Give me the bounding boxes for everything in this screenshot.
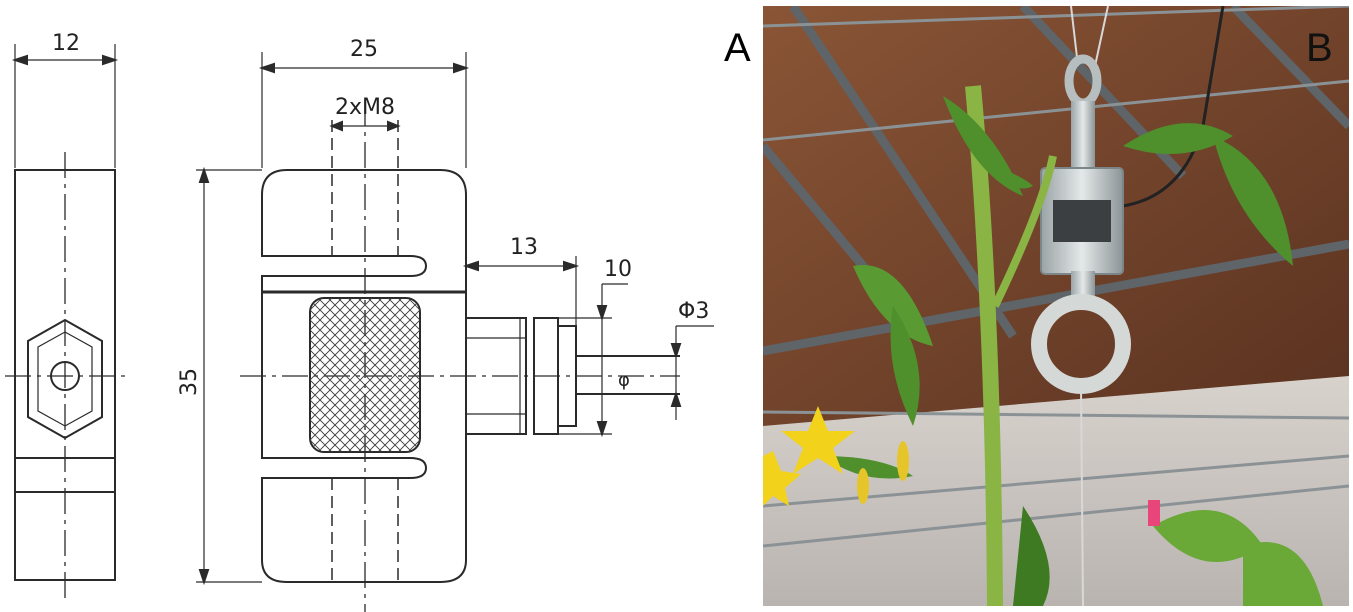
load-cell-technical-drawing: 12 25 2xM8 35 13 10 Φ3 φ: [5, 31, 714, 612]
dim-front-width: 25: [350, 37, 378, 62]
phi-mark: φ: [618, 370, 630, 391]
dim-cable-length: 13: [510, 235, 538, 260]
side-view: [5, 44, 125, 600]
front-view: [196, 52, 714, 612]
tomato-flowers: [763, 406, 909, 506]
dim-height: 35: [177, 368, 202, 396]
panel-label-b: B: [1306, 26, 1333, 70]
pink-tag: [1148, 500, 1160, 526]
load-cell: [1031, 54, 1131, 394]
dim-thread: 2xM8: [335, 95, 395, 120]
dim-cable-dia: Φ3: [678, 299, 709, 324]
load-cell-photo: [763, 6, 1349, 606]
panel-label-a: A: [724, 26, 751, 70]
dim-side-width: 12: [52, 31, 80, 56]
dim-gland: 10: [604, 257, 632, 282]
